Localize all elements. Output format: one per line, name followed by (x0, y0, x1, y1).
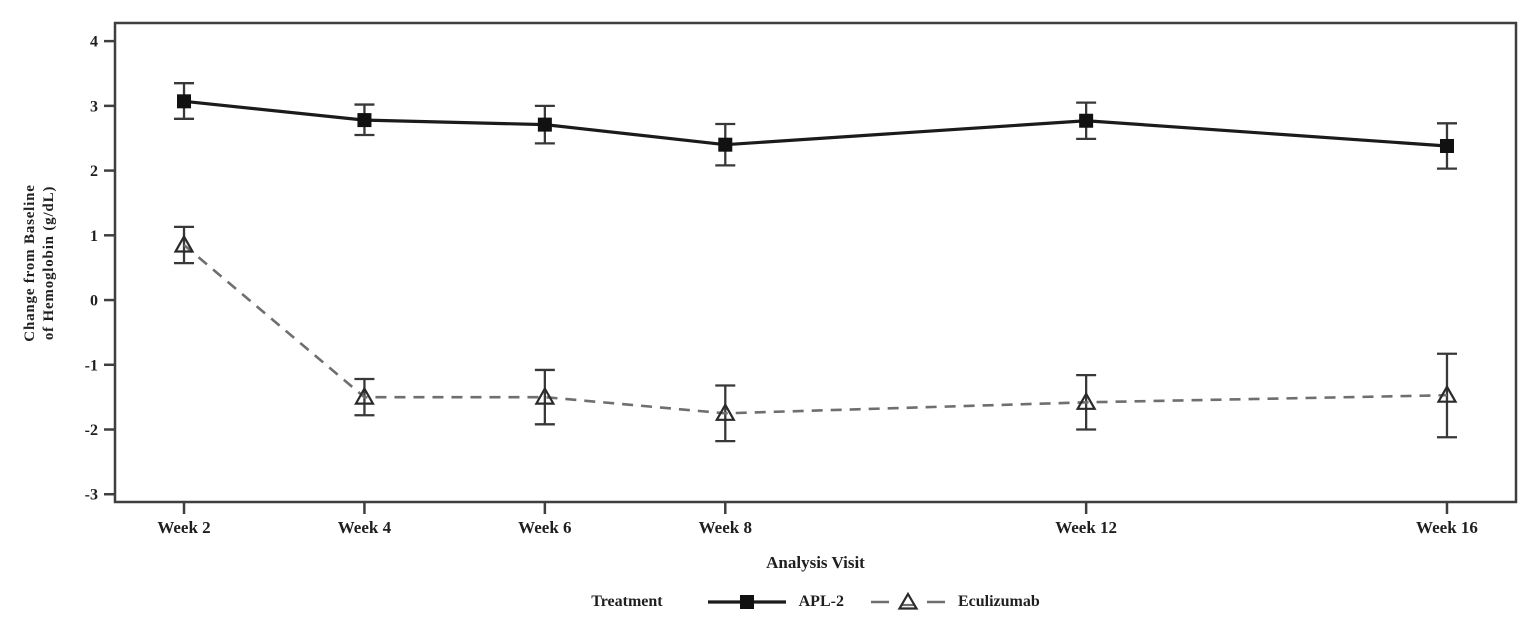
triangle-marker-eculizumab-week-8 (714, 402, 736, 421)
square-marker-apl-2-week-12 (1079, 113, 1094, 128)
x-tick-label: Week 4 (338, 518, 392, 537)
square-marker-apl-2-week-8 (718, 137, 733, 152)
legend-title: Treatment (591, 593, 663, 610)
triangle-marker-eculizumab-week-2 (173, 234, 195, 253)
series-line-eculizumab (183, 244, 1448, 415)
triangle-marker-eculizumab-week-6 (534, 386, 556, 405)
series-line-apl-2 (183, 99, 1448, 148)
y-axis-title-line: Change from Baseline (22, 184, 38, 341)
square-marker-apl-2-week-16 (1439, 138, 1454, 153)
y-tick-label: -2 (85, 422, 98, 439)
legend-apl-2-square-marker-icon (739, 595, 754, 609)
square-marker-apl-2-week-6 (537, 117, 552, 132)
legend-eculizumab-triangle-marker-icon (897, 592, 919, 610)
x-tick-label: Week 2 (157, 518, 210, 537)
error-bar-eculizumab-week-6 (534, 368, 555, 426)
square-marker-apl-2-week-2 (177, 94, 192, 109)
x-tick-label: Week 6 (518, 518, 571, 537)
legend-sample-eculizumab-icon (870, 592, 945, 610)
y-axis-title-line: of Hemoglobin (g/dL) (41, 186, 57, 340)
y-tick-label: -3 (85, 487, 98, 504)
x-axis-title: Analysis Visit (766, 553, 865, 572)
triangle-marker-eculizumab-week-4 (354, 386, 375, 405)
y-axis-title: Change from Baseline of Hemoglobin (g/dL) (22, 184, 57, 341)
y-tick-label: 4 (90, 34, 98, 51)
triangle-marker-eculizumab-week-12 (1075, 391, 1097, 410)
y-tick-label: 1 (90, 228, 98, 245)
x-tick-label: Week 12 (1055, 518, 1117, 537)
square-marker-apl-2-week-4 (357, 113, 372, 128)
legend-label-eculizumab: Eculizumab (957, 593, 1040, 610)
y-tick-label: 2 (90, 163, 98, 180)
y-tick-label: 0 (90, 293, 98, 310)
plot-frame (113, 21, 1518, 504)
legend-label-apl-2: APL-2 (798, 593, 844, 610)
y-tick-label: 3 (90, 98, 98, 115)
x-tick-label: Week 8 (699, 518, 752, 537)
chart-legend: Treatment APL-2 Eculizumab (115, 592, 1516, 612)
legend-sample-apl-2-icon (707, 595, 786, 609)
y-tick-label: -1 (85, 357, 98, 374)
x-tick-label: Week 16 (1416, 518, 1478, 537)
triangle-marker-eculizumab-week-16 (1436, 384, 1458, 403)
hemoglobin-change-chart: -3 -2 -1 0 1 2 3 4 Week 2 Week 4 Week 6 Week 8 Week … (22, 21, 1518, 572)
